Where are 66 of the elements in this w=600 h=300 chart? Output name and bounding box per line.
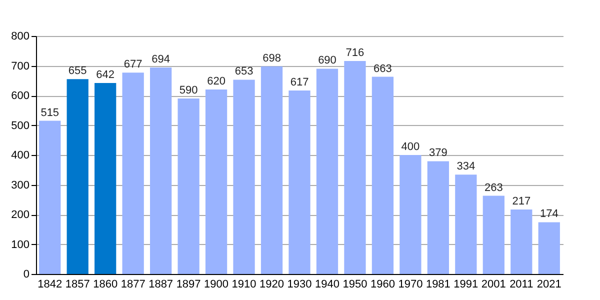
- bar: [344, 60, 366, 274]
- y-tick-label: 600: [11, 90, 30, 102]
- bar: [538, 222, 560, 274]
- data-label: 694: [152, 54, 170, 66]
- data-label: 379: [429, 147, 448, 160]
- x-tick-label: 1877: [120, 278, 146, 290]
- x-tick-label: 1887: [148, 278, 174, 290]
- bar: [482, 196, 504, 274]
- x-tick-label: 2011: [510, 278, 534, 290]
- data-label: 716: [346, 46, 364, 59]
- x-tick-label: 1930: [287, 278, 312, 290]
- bar: [39, 120, 61, 274]
- y-tick-label: 400: [11, 150, 30, 162]
- bar: [260, 66, 283, 274]
- y-tick-label: 300: [11, 179, 30, 192]
- x-tick-label: 1860: [93, 278, 118, 290]
- bar: [427, 161, 449, 274]
- data-label: 217: [512, 195, 531, 208]
- bar: [510, 209, 532, 274]
- x-tick-label: 2021: [536, 278, 562, 290]
- data-label: 677: [124, 58, 142, 71]
- data-label: 617: [290, 76, 309, 88]
- bar: [316, 68, 338, 274]
- y-tick-label: 500: [11, 120, 30, 132]
- x-tick-label: 1857: [65, 278, 90, 290]
- bar: [288, 90, 310, 274]
- data-label: 698: [262, 52, 281, 64]
- bar: [94, 83, 116, 274]
- bar: [178, 98, 200, 274]
- bar: [372, 76, 394, 274]
- x-tick-label: 2001: [481, 278, 506, 290]
- bar: [233, 80, 255, 274]
- bar: [122, 72, 144, 274]
- y-tick-label: 0: [23, 268, 30, 280]
- x-tick-label: 1842: [38, 278, 62, 290]
- data-label: 655: [68, 65, 87, 78]
- data-label: 515: [40, 106, 60, 119]
- y-tick-label: 800: [11, 30, 30, 42]
- data-label: 334: [456, 160, 476, 173]
- x-tick-label: 1981: [426, 278, 450, 290]
- bar: [205, 90, 228, 274]
- data-label: 174: [540, 208, 558, 220]
- x-tick-label: 1991: [454, 278, 478, 290]
- data-label: 620: [207, 76, 226, 88]
- x-tick-label: 1960: [370, 278, 395, 290]
- data-label: 690: [318, 54, 336, 67]
- x-tick-label: 1920: [260, 278, 284, 290]
- y-tick-label: 100: [11, 238, 30, 251]
- x-tick-label: 1910: [232, 278, 256, 290]
- y-tick-label: 200: [11, 209, 30, 221]
- x-tick-label: 1970: [398, 278, 423, 290]
- x-tick-label: 1900: [204, 278, 229, 290]
- data-label: 653: [234, 66, 254, 78]
- data-label: 642: [96, 69, 115, 82]
- y-tick-label: 700: [11, 60, 30, 72]
- bar: [66, 79, 88, 274]
- x-tick-label: 1940: [314, 278, 340, 290]
- bar: [455, 174, 477, 274]
- data-label: 663: [374, 62, 392, 75]
- bar: [400, 155, 422, 274]
- x-tick-label: 1897: [176, 278, 201, 290]
- data-label: 263: [484, 182, 503, 194]
- bar: [150, 68, 172, 274]
- data-label: 590: [179, 84, 198, 96]
- x-tick-label: 1950: [342, 278, 368, 290]
- data-label: 400: [401, 141, 420, 153]
